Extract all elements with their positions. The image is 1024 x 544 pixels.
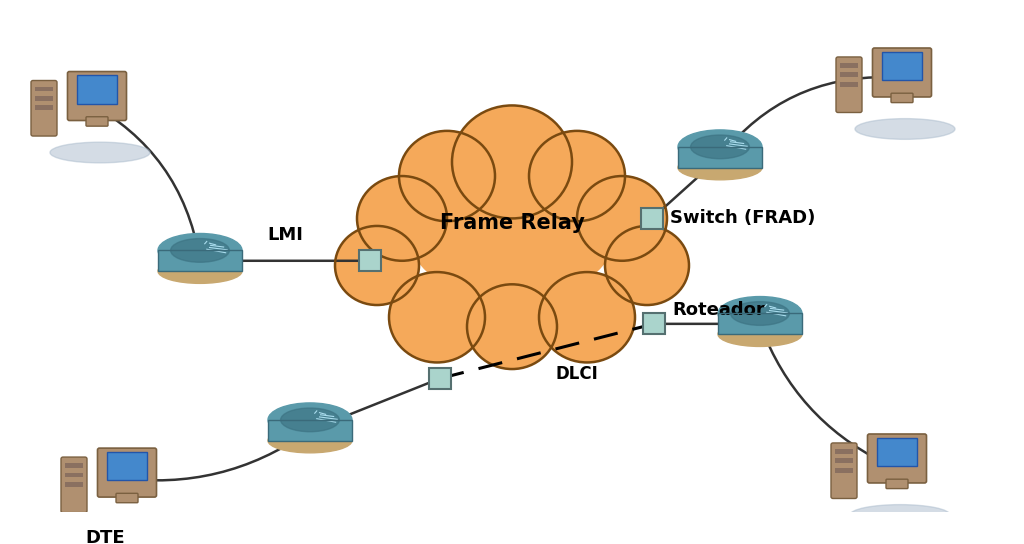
FancyBboxPatch shape (65, 463, 83, 468)
FancyBboxPatch shape (891, 93, 913, 103)
Circle shape (605, 226, 689, 305)
Ellipse shape (850, 505, 950, 526)
Ellipse shape (718, 322, 802, 347)
Circle shape (432, 190, 592, 341)
Circle shape (399, 131, 495, 221)
FancyBboxPatch shape (35, 86, 53, 91)
FancyBboxPatch shape (68, 72, 127, 121)
FancyBboxPatch shape (718, 313, 802, 334)
FancyBboxPatch shape (835, 459, 853, 463)
FancyBboxPatch shape (31, 81, 57, 136)
FancyBboxPatch shape (86, 117, 108, 126)
Ellipse shape (80, 519, 180, 540)
Circle shape (529, 131, 625, 221)
Text: LMI: LMI (267, 226, 303, 244)
Ellipse shape (730, 301, 790, 325)
Circle shape (389, 272, 485, 362)
Ellipse shape (281, 408, 339, 432)
Ellipse shape (678, 156, 762, 180)
FancyBboxPatch shape (641, 208, 663, 229)
FancyBboxPatch shape (840, 82, 858, 86)
FancyBboxPatch shape (116, 493, 138, 503)
FancyBboxPatch shape (268, 420, 352, 441)
FancyBboxPatch shape (835, 449, 853, 454)
Ellipse shape (158, 259, 242, 283)
Ellipse shape (268, 403, 352, 437)
Text: Frame Relay: Frame Relay (439, 213, 585, 233)
Text: DLCI: DLCI (556, 365, 598, 384)
FancyBboxPatch shape (835, 468, 853, 473)
Ellipse shape (690, 135, 750, 159)
Circle shape (407, 166, 537, 289)
FancyBboxPatch shape (840, 63, 858, 68)
Circle shape (487, 166, 617, 289)
FancyBboxPatch shape (872, 48, 932, 97)
FancyBboxPatch shape (65, 482, 83, 487)
Ellipse shape (678, 130, 762, 164)
Text: Roteador: Roteador (672, 301, 765, 319)
FancyBboxPatch shape (97, 448, 157, 497)
FancyBboxPatch shape (643, 313, 665, 334)
Circle shape (422, 152, 602, 322)
FancyBboxPatch shape (35, 106, 53, 110)
FancyBboxPatch shape (836, 57, 862, 113)
Circle shape (335, 226, 419, 305)
Text: DTE: DTE (85, 529, 125, 544)
Ellipse shape (268, 428, 352, 453)
Ellipse shape (718, 296, 802, 330)
FancyBboxPatch shape (429, 368, 451, 389)
FancyBboxPatch shape (359, 250, 381, 271)
Ellipse shape (50, 142, 150, 163)
Circle shape (452, 106, 572, 218)
Ellipse shape (855, 119, 955, 139)
Ellipse shape (158, 233, 242, 267)
FancyBboxPatch shape (886, 479, 908, 489)
Ellipse shape (171, 239, 229, 262)
FancyBboxPatch shape (61, 457, 87, 512)
FancyBboxPatch shape (158, 250, 242, 271)
Circle shape (577, 176, 667, 261)
FancyBboxPatch shape (831, 443, 857, 498)
Circle shape (357, 176, 447, 261)
FancyBboxPatch shape (65, 473, 83, 477)
Circle shape (539, 272, 635, 362)
FancyBboxPatch shape (106, 452, 147, 480)
FancyBboxPatch shape (867, 434, 927, 483)
FancyBboxPatch shape (877, 438, 918, 466)
FancyBboxPatch shape (35, 96, 53, 101)
FancyBboxPatch shape (678, 147, 762, 168)
Text: Switch (FRAD): Switch (FRAD) (670, 209, 815, 227)
Circle shape (467, 285, 557, 369)
FancyBboxPatch shape (77, 75, 117, 103)
FancyBboxPatch shape (840, 72, 858, 77)
FancyBboxPatch shape (882, 52, 922, 80)
